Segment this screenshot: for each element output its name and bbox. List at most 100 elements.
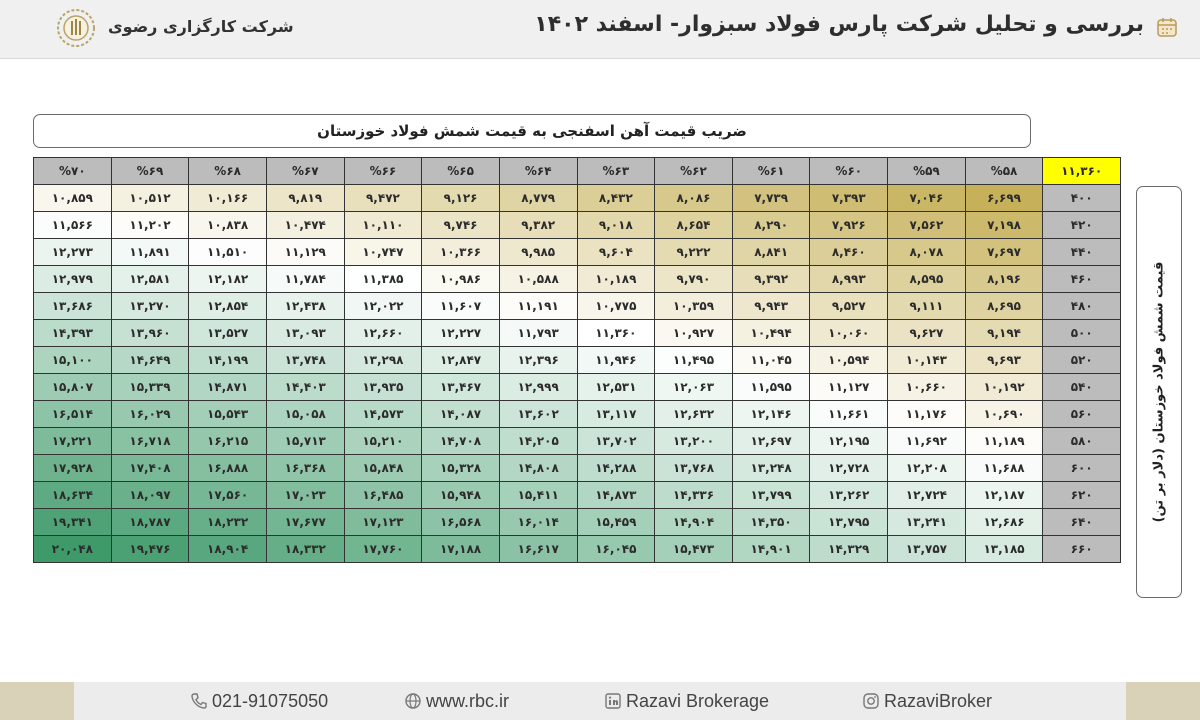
header-bar: بررسی و تحلیل شرکت پارس فولاد سبزوار- اس… bbox=[0, 0, 1200, 59]
table-cell: ۹,۵۲۷ bbox=[809, 292, 889, 320]
table-cell: ۱۵,۸۴۸ bbox=[343, 454, 423, 482]
table-cell: ۱۳,۲۹۸ bbox=[343, 346, 423, 374]
table-cell: ۱۲,۵۸۱ bbox=[110, 265, 190, 293]
linkedin-name: Razavi Brokerage bbox=[626, 691, 770, 711]
table-cell: ۱۴,۴۰۳ bbox=[265, 373, 345, 401]
table-cell: ۱۴,۹۰۱ bbox=[731, 535, 811, 563]
table-cell: ۱۰,۷۴۷ bbox=[343, 238, 423, 266]
table-cell: ۹,۸۱۹ bbox=[265, 184, 345, 212]
column-header: %۷۰ bbox=[33, 157, 112, 185]
table-cell: ۱۷,۰۲۳ bbox=[265, 481, 345, 509]
row-label: ۵۰۰ bbox=[1042, 319, 1121, 347]
table-cell: ۱۴,۳۲۹ bbox=[809, 535, 889, 563]
table-cell: ۱۸,۲۳۲ bbox=[188, 508, 267, 536]
table-cell: ۱۳,۵۲۷ bbox=[188, 319, 267, 347]
table-cell: ۱۴,۲۸۸ bbox=[576, 454, 656, 482]
table-cell: ۱۰,۹۲۷ bbox=[654, 319, 733, 347]
table-cell: ۹,۴۷۲ bbox=[343, 184, 423, 212]
table-cell: ۹,۶۲۷ bbox=[887, 319, 966, 347]
table-cell: ۱۲,۱۴۶ bbox=[731, 400, 811, 428]
table-cell: ۱۴,۳۳۶ bbox=[654, 481, 733, 509]
table-cell: ۱۳,۲۷۰ bbox=[110, 292, 190, 320]
row-label: ۴۰۰ bbox=[1042, 184, 1121, 212]
footer-decoration-right bbox=[1126, 682, 1200, 720]
table-cell: ۱۳,۷۹۵ bbox=[809, 508, 889, 536]
row-label: ۶۰۰ bbox=[1042, 454, 1121, 482]
header-row: ۱۱,۳۶۰ %۵۸ %۵۹ %۶۰ %۶۱ %۶۲ %۶۳ %۶۴ %۶۵ %۶۶ %۶۷ %۶۸%… bbox=[33, 157, 1121, 185]
table-cell: ۱۱,۳۸۵ bbox=[343, 265, 423, 293]
table-cell: ۱۱,۲۰۲ bbox=[110, 211, 190, 239]
table-cell: ۱۲,۲۷۳ bbox=[33, 238, 112, 266]
row-label: ۶۲۰ bbox=[1042, 481, 1121, 509]
table-cell: ۱۶,۰۱۴ bbox=[498, 508, 578, 536]
table-cell: ۹,۲۲۲ bbox=[654, 238, 733, 266]
table-cell: ۱۴,۱۹۹ bbox=[188, 346, 267, 374]
table-cell: ۱۰,۷۷۵ bbox=[576, 292, 656, 320]
footer-instagram[interactable]: RazaviBroker bbox=[862, 690, 992, 712]
table-cell: ۱۰,۱۸۹ bbox=[576, 265, 656, 293]
footer-phone[interactable]: 021-91075050 bbox=[190, 690, 328, 712]
table-row: ۶۰۰ ۱۱,۶۸۸ ۱۲,۲۰۸ ۱۲,۷۲۸ ۱۳,۲۴۸ ۱۳,۷۶۸ ۱۴,۲۸۸ ۱… bbox=[33, 454, 1121, 482]
row-label: ۴۲۰ bbox=[1042, 211, 1121, 239]
table-cell: ۱۱,۷۹۳ bbox=[498, 319, 578, 347]
footer-linkedin[interactable]: Razavi Brokerage bbox=[604, 690, 769, 712]
table-cell: ۱۰,۰۶۰ bbox=[809, 319, 889, 347]
table-cell: ۱۴,۸۷۱ bbox=[188, 373, 267, 401]
table-cell: ۱۳,۷۹۹ bbox=[731, 481, 811, 509]
table-cell: ۱۷,۶۷۷ bbox=[265, 508, 345, 536]
table-cell: ۹,۹۸۵ bbox=[498, 238, 578, 266]
table-cell: ۱۹,۳۴۱ bbox=[33, 508, 112, 536]
table-cell: ۱۱,۰۴۵ bbox=[731, 346, 811, 374]
table-cell: ۱۳,۱۸۵ bbox=[964, 535, 1044, 563]
table-cell: ۱۲,۶۶۰ bbox=[343, 319, 423, 347]
table-cell: ۱۳,۲۴۸ bbox=[731, 454, 811, 482]
table-cell: ۱۶,۵۶۸ bbox=[421, 508, 500, 536]
footer-website[interactable]: www.rbc.ir bbox=[404, 690, 509, 712]
column-header: %۶۴ bbox=[498, 157, 578, 185]
y-axis-label: قیمت شمش فولاد خوزستان (دلار بر تن) bbox=[1151, 261, 1167, 523]
table-cell: ۱۰,۱۱۰ bbox=[343, 211, 423, 239]
table-cell: ۱۲,۰۶۳ bbox=[654, 373, 733, 401]
table-cell: ۱۲,۸۵۴ bbox=[188, 292, 267, 320]
table-cell: ۱۴,۲۰۵ bbox=[498, 427, 578, 455]
table-cell: ۱۶,۰۴۵ bbox=[576, 535, 656, 563]
table-cell: ۷,۶۹۷ bbox=[964, 238, 1044, 266]
table-cell: ۱۰,۵۸۸ bbox=[498, 265, 578, 293]
row-label: ۵۴۰ bbox=[1042, 373, 1121, 401]
table-cell: ۱۷,۹۲۸ bbox=[33, 454, 112, 482]
row-label: ۵۶۰ bbox=[1042, 400, 1121, 428]
table-cell: ۱۵,۴۷۳ bbox=[654, 535, 733, 563]
table-row: ۵۴۰ ۱۰,۱۹۲ ۱۰,۶۶۰ ۱۱,۱۲۷ ۱۱,۵۹۵ ۱۲,۰۶۳ ۱۲,۵۳۱ ۱… bbox=[33, 373, 1121, 401]
table-cell: ۱۴,۸۷۳ bbox=[576, 481, 656, 509]
table-cell: ۱۷,۲۲۱ bbox=[33, 427, 112, 455]
table-cell: ۸,۵۹۵ bbox=[887, 265, 966, 293]
table-row: ۵۰۰ ۹,۱۹۴ ۹,۶۲۷ ۱۰,۰۶۰ ۱۰,۴۹۴ ۱۰,۹۲۷ ۱۱,۳۶۰ ۱۱,… bbox=[33, 319, 1121, 347]
globe-icon bbox=[405, 693, 421, 709]
table-cell: ۱۲,۱۸۲ bbox=[188, 265, 267, 293]
table-cell: ۷,۵۶۲ bbox=[887, 211, 966, 239]
base-price-cell: ۱۱,۳۶۰ bbox=[1042, 157, 1121, 185]
table-cell: ۱۳,۹۳۵ bbox=[343, 373, 423, 401]
table-title: ضریب قیمت آهن اسفنجی به قیمت شمش فولاد خ… bbox=[33, 114, 1031, 148]
table-cell: ۱۳,۹۶۰ bbox=[110, 319, 190, 347]
y-axis-box: قیمت شمش فولاد خوزستان (دلار بر تن) bbox=[1136, 186, 1182, 598]
table-cell: ۱۳,۲۰۰ bbox=[654, 427, 733, 455]
table-row: ۵۶۰ ۱۰,۶۹۰ ۱۱,۱۷۶ ۱۱,۶۶۱ ۱۲,۱۴۶ ۱۲,۶۳۲ ۱۳,۱۱۷ ۱… bbox=[33, 400, 1121, 428]
column-header: %۶۷ bbox=[265, 157, 345, 185]
table-cell: ۱۴,۷۰۸ bbox=[421, 427, 500, 455]
table-cell: ۱۶,۰۲۹ bbox=[110, 400, 190, 428]
table-row: ۴۰۰ ۶,۶۹۹ ۷,۰۴۶ ۷,۳۹۳ ۷,۷۳۹ ۸,۰۸۶ ۸,۴۳۲ ۸,۷۷۹ ۹,… bbox=[33, 184, 1121, 212]
table-row: ۴۸۰ ۸,۶۹۵ ۹,۱۱۱ ۹,۵۲۷ ۹,۹۴۳ ۱۰,۳۵۹ ۱۰,۷۷۵ ۱۱,۱۹… bbox=[33, 292, 1121, 320]
table-cell: ۱۵,۷۱۳ bbox=[265, 427, 345, 455]
table-cell: ۱۰,۵۹۴ bbox=[809, 346, 889, 374]
table-cell: ۹,۱۲۶ bbox=[421, 184, 500, 212]
instagram-handle: RazaviBroker bbox=[884, 691, 993, 711]
table-cell: ۶,۶۹۹ bbox=[964, 184, 1044, 212]
table-cell: ۱۰,۴۷۴ bbox=[265, 211, 345, 239]
table-cell: ۱۲,۲۰۸ bbox=[887, 454, 966, 482]
table-cell: ۱۲,۹۹۹ bbox=[498, 373, 578, 401]
table-cell: ۱۸,۷۸۷ bbox=[110, 508, 190, 536]
table-cell: ۱۰,۱۹۲ bbox=[964, 373, 1044, 401]
table-cell: ۱۰,۸۳۸ bbox=[188, 211, 267, 239]
table-cell: ۱۸,۰۹۷ bbox=[110, 481, 190, 509]
